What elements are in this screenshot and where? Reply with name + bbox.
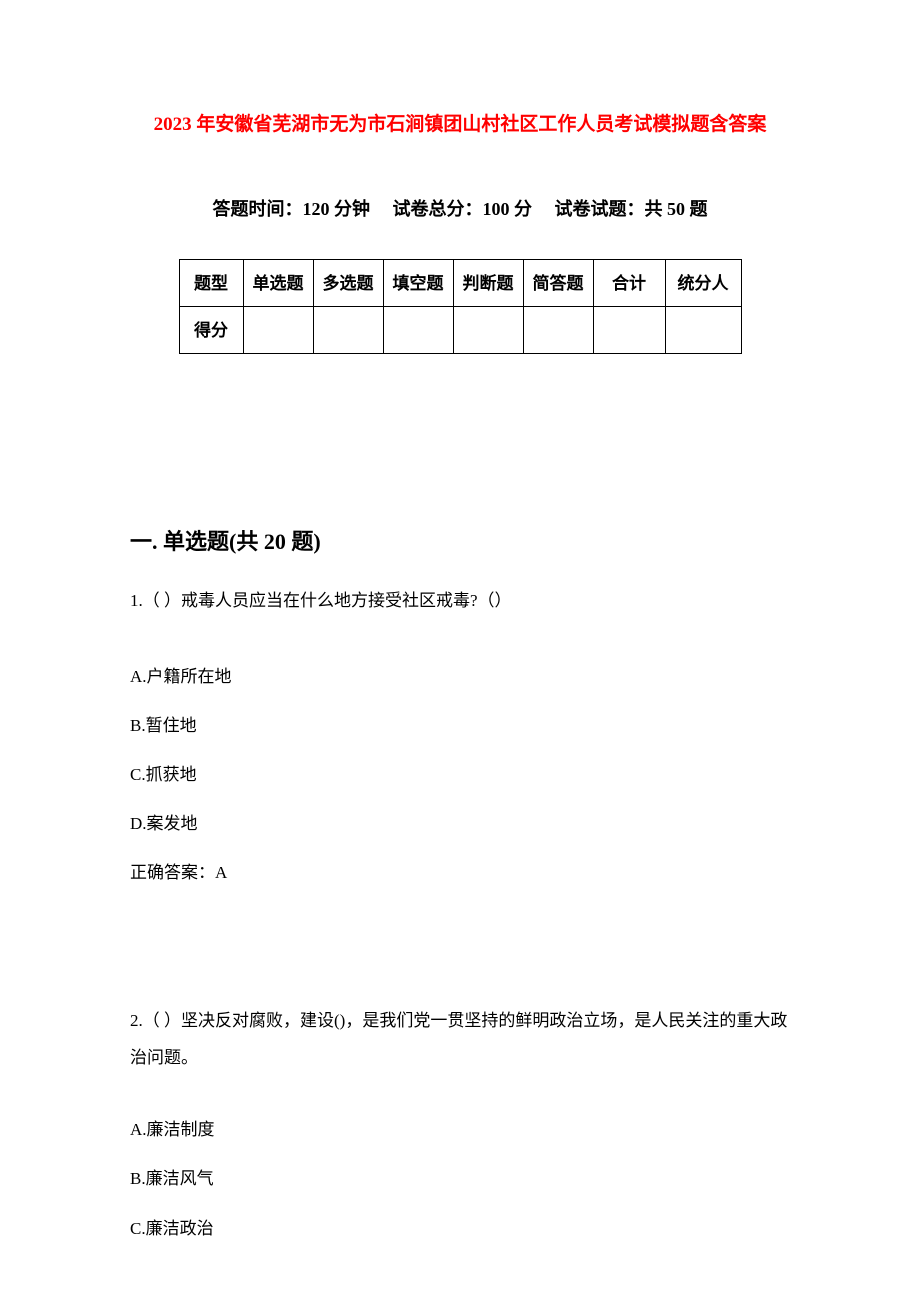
table-score-row: 得分: [179, 307, 741, 354]
td-single-score: [243, 307, 313, 354]
q1-option-b: B.暂住地: [130, 712, 790, 739]
th-single: 单选题: [243, 260, 313, 307]
total-value: 100 分: [483, 199, 533, 219]
exam-info: 答题时间：120 分钟 试卷总分：100 分 试卷试题：共 50 题: [130, 195, 790, 224]
td-judge-score: [453, 307, 523, 354]
count-value: 共 50 题: [645, 199, 708, 219]
td-short-score: [523, 307, 593, 354]
td-score-label: 得分: [179, 307, 243, 354]
th-judge: 判断题: [453, 260, 523, 307]
section-heading-1: 一. 单选题(共 20 题): [130, 524, 790, 559]
q1-option-c: C.抓获地: [130, 761, 790, 788]
th-multi: 多选题: [313, 260, 383, 307]
td-fill-score: [383, 307, 453, 354]
count-label: 试卷试题：: [555, 199, 645, 219]
td-total-score: [593, 307, 665, 354]
total-label: 试卷总分：: [393, 199, 483, 219]
score-table: 题型 单选题 多选题 填空题 判断题 简答题 合计 统分人 得分: [179, 259, 742, 354]
exam-title: 2023 年安徽省芜湖市无为市石涧镇团山村社区工作人员考试模拟题含答案: [130, 110, 790, 140]
th-total: 合计: [593, 260, 665, 307]
time-value: 120 分钟: [303, 199, 371, 219]
question-2-text: 2.（ ）坚决反对腐败，建设()，是我们党一贯坚持的鲜明政治立场，是人民关注的重…: [130, 1002, 790, 1077]
q1-answer: 正确答案：A: [130, 859, 790, 886]
q1-option-d: D.案发地: [130, 810, 790, 837]
q1-option-a: A.户籍所在地: [130, 663, 790, 690]
q2-option-b: B.廉洁风气: [130, 1165, 790, 1192]
table-header-row: 题型 单选题 多选题 填空题 判断题 简答题 合计 统分人: [179, 260, 741, 307]
q2-option-a: A.廉洁制度: [130, 1116, 790, 1143]
q2-option-c: C.廉洁政治: [130, 1215, 790, 1242]
question-1-text: 1.（ ）戒毒人员应当在什么地方接受社区戒毒?（）: [130, 587, 790, 614]
th-short: 简答题: [523, 260, 593, 307]
th-scorer: 统分人: [665, 260, 741, 307]
th-fill: 填空题: [383, 260, 453, 307]
th-type: 题型: [179, 260, 243, 307]
time-label: 答题时间：: [213, 199, 303, 219]
td-multi-score: [313, 307, 383, 354]
td-scorer: [665, 307, 741, 354]
